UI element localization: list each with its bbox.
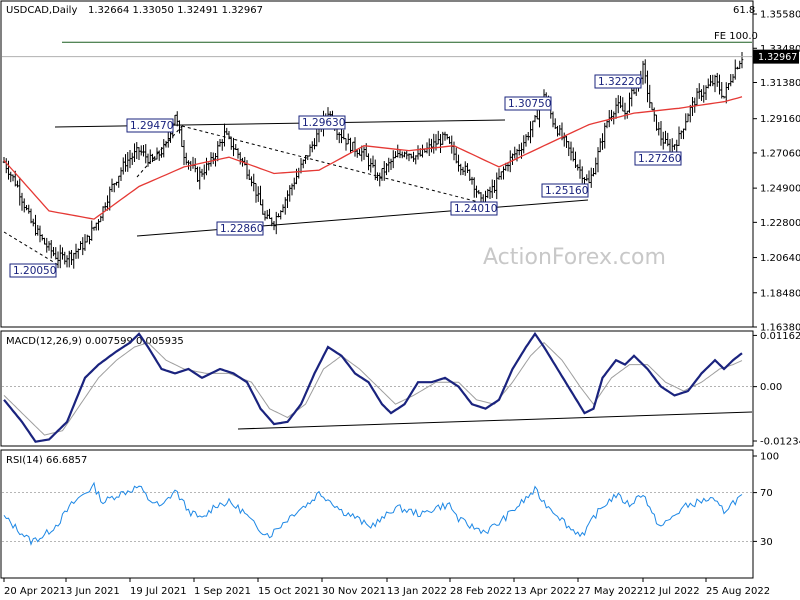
ohlc-bar xyxy=(740,51,744,69)
svg-text:1.20050: 1.20050 xyxy=(13,265,56,277)
svg-text:1.29630: 1.29630 xyxy=(302,117,345,129)
level-label-1.32220: 1.32220 xyxy=(594,74,642,89)
price-tick-label: 1.24900 xyxy=(760,184,800,195)
price-tick-label: 1.20640 xyxy=(760,253,800,264)
macd-tick-label: 0.00 xyxy=(760,382,782,393)
x-tick-label: 30 Nov 2021 xyxy=(322,586,386,597)
top-right-text: 61.8 xyxy=(733,5,755,16)
svg-text:1.27260: 1.27260 xyxy=(638,153,681,165)
macd-line xyxy=(3,331,743,443)
svg-text:1.32220: 1.32220 xyxy=(598,76,641,88)
dashed-line-up xyxy=(136,125,183,178)
macd-tick-label: 0.011629 xyxy=(760,331,800,342)
price-tick-label: 1.31380 xyxy=(760,78,800,89)
rsi-panel xyxy=(0,449,754,579)
price-ohlc-readout: 1.32664 1.33050 1.32491 1.32967 xyxy=(88,5,263,16)
rsi-series xyxy=(2,481,752,546)
rsi-title: RSI(14) 66.6857 xyxy=(6,455,87,466)
price-panel xyxy=(0,0,754,328)
macd-series xyxy=(2,331,752,443)
level-label-1.30750: 1.30750 xyxy=(504,96,552,111)
x-tick-label: 25 Aug 2022 xyxy=(706,586,770,597)
x-tick-label: 13 Jan 2022 xyxy=(387,586,447,597)
watermark: ActionForex.com xyxy=(483,245,666,270)
level-annotations: 1.20050 1.29470 1.22860 1.29630 1.24010 1.307… xyxy=(9,74,682,278)
moving-average-line xyxy=(3,96,743,220)
level-label-1.29630: 1.29630 xyxy=(298,115,346,130)
price-tick-label: 1.22800 xyxy=(760,218,800,229)
level-label-1.25160: 1.25160 xyxy=(541,183,589,198)
x-tick-label: 27 May 2022 xyxy=(578,586,643,597)
price-tick-label: 1.18480 xyxy=(760,288,800,299)
price-tick-label: 1.35580 xyxy=(760,10,800,21)
level-label-1.22860: 1.22860 xyxy=(216,221,264,236)
svg-text:1.30750: 1.30750 xyxy=(508,98,551,110)
price-tick-label: 1.16380 xyxy=(760,323,800,334)
macd-panel xyxy=(0,330,754,447)
x-tick-label: 13 Apr 2022 xyxy=(514,586,576,597)
dashed-line-left xyxy=(3,231,61,267)
price-tick-label: 1.29160 xyxy=(760,114,800,125)
lower-channel-line xyxy=(136,199,589,237)
last-price-label: 1.32967 xyxy=(758,52,797,63)
dashed-line-down xyxy=(181,125,491,206)
level-label-1.20050: 1.20050 xyxy=(9,263,57,278)
macd-support-line xyxy=(237,411,753,430)
svg-text:1.25160: 1.25160 xyxy=(545,185,588,197)
x-tick-label: 15 Oct 2021 xyxy=(258,586,320,597)
macd-title: MACD(12,26,9) 0.007599 0.005935 xyxy=(6,336,184,347)
rsi-tick-label: 70 xyxy=(760,488,773,499)
rsi-tick-label: 100 xyxy=(760,452,779,463)
svg-text:1.24010: 1.24010 xyxy=(454,203,497,215)
rsi-tick-label: 30 xyxy=(760,537,773,548)
x-tick-label: 28 Feb 2022 xyxy=(450,586,512,597)
level-label-1.24010: 1.24010 xyxy=(450,201,498,216)
axes: 1.35580 1.33480 1.31380 1.29160 1.27060 1.249… xyxy=(2,10,800,597)
fe-100-label: FE 100.0 xyxy=(714,31,758,42)
last-price-box xyxy=(753,49,799,64)
price-tick-label: 1.27060 xyxy=(760,148,800,159)
x-tick-label: 20 Apr 2021 xyxy=(4,586,66,597)
x-tick-label: 19 Jul 2021 xyxy=(130,586,187,597)
x-tick-label: 12 Jul 2022 xyxy=(643,586,700,597)
svg-text:1.29470: 1.29470 xyxy=(130,120,173,132)
price-title: USDCAD,Daily xyxy=(6,5,77,16)
macd-signal-line xyxy=(3,341,743,436)
svg-text:1.22860: 1.22860 xyxy=(220,223,263,235)
rsi-line xyxy=(3,481,743,546)
macd-tick-label: -0.012348 xyxy=(760,437,800,448)
x-tick-label: 3 Jun 2021 xyxy=(66,586,120,597)
x-tick-label: 1 Sep 2021 xyxy=(194,586,251,597)
level-label-1.29470: 1.29470 xyxy=(126,118,174,133)
price-tick-label: 1.33480 xyxy=(760,44,800,55)
level-label-1.27260: 1.27260 xyxy=(634,151,682,166)
